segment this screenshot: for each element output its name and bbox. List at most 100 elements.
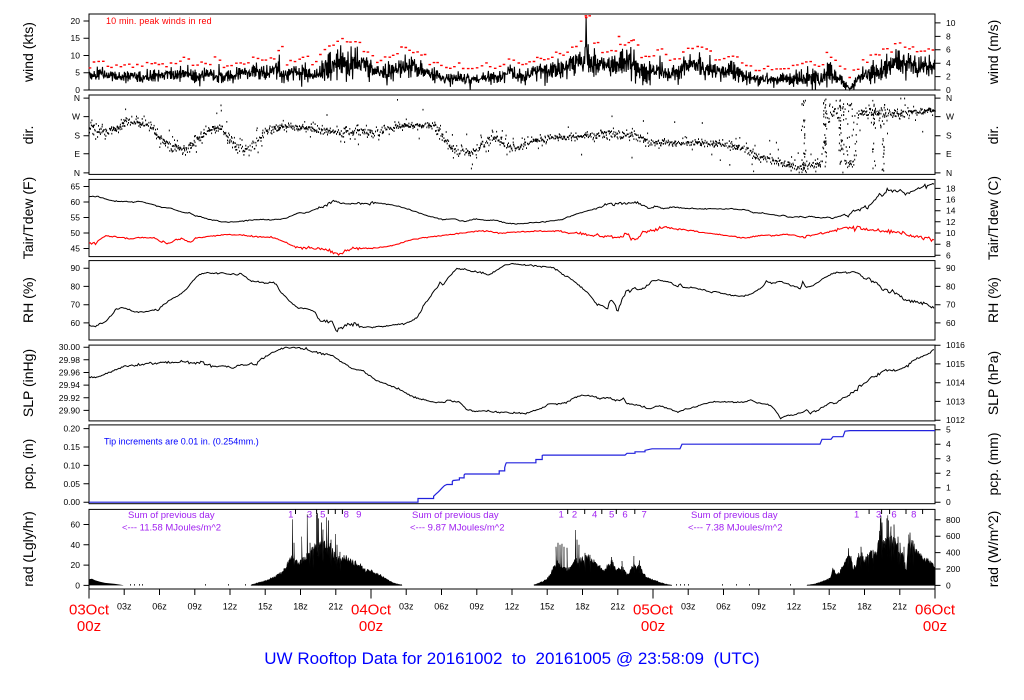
svg-text:SLP (inHg): SLP (inHg) xyxy=(20,349,36,417)
svg-text:80: 80 xyxy=(71,281,81,291)
svg-text:45: 45 xyxy=(71,244,81,254)
svg-text:Sum of previous day: Sum of previous day xyxy=(691,510,778,521)
svg-text:03z: 03z xyxy=(681,602,696,612)
svg-text:0: 0 xyxy=(946,497,951,507)
svg-text:90: 90 xyxy=(946,263,956,273)
svg-text:3: 3 xyxy=(876,510,881,521)
svg-text:21z: 21z xyxy=(611,602,626,612)
svg-text:0.15: 0.15 xyxy=(63,442,80,452)
svg-text:6: 6 xyxy=(622,510,627,521)
svg-text:rad (W/m^2): rad (W/m^2) xyxy=(985,511,1001,588)
svg-text:29.92: 29.92 xyxy=(59,393,81,403)
svg-text:9: 9 xyxy=(356,510,361,521)
svg-text:8: 8 xyxy=(344,510,349,521)
svg-text:00z: 00z xyxy=(641,618,665,635)
svg-text:00z: 00z xyxy=(923,618,947,635)
svg-text:09z: 09z xyxy=(470,602,485,612)
svg-text:7: 7 xyxy=(641,510,646,521)
svg-text:6: 6 xyxy=(946,250,951,260)
svg-text:2: 2 xyxy=(946,72,951,82)
svg-text:pcp. (mm): pcp. (mm) xyxy=(985,433,1001,496)
svg-text:Sum of previous day: Sum of previous day xyxy=(128,510,215,521)
svg-text:dir.: dir. xyxy=(985,126,1001,145)
svg-text:12z: 12z xyxy=(787,602,802,612)
svg-text:10: 10 xyxy=(946,18,956,28)
svg-text:N: N xyxy=(74,168,80,178)
svg-text:S: S xyxy=(946,131,952,141)
svg-text:15: 15 xyxy=(71,33,81,43)
svg-text:5: 5 xyxy=(320,510,325,521)
svg-text:N: N xyxy=(74,93,80,103)
svg-text:3: 3 xyxy=(307,510,312,521)
svg-text:0.20: 0.20 xyxy=(63,424,80,434)
svg-text:80: 80 xyxy=(946,281,956,291)
svg-text:1016: 1016 xyxy=(946,340,965,350)
svg-text:00z: 00z xyxy=(77,618,101,635)
svg-text:12z: 12z xyxy=(505,602,520,612)
svg-text:N: N xyxy=(946,93,952,103)
svg-text:29.96: 29.96 xyxy=(59,368,81,378)
svg-text:03Oct: 03Oct xyxy=(69,602,110,619)
svg-text:1: 1 xyxy=(946,483,951,493)
svg-text:16: 16 xyxy=(946,195,956,205)
svg-text:55: 55 xyxy=(71,213,81,223)
svg-text:70: 70 xyxy=(71,300,81,310)
svg-text:4: 4 xyxy=(946,58,951,68)
svg-text:29.94: 29.94 xyxy=(59,380,81,390)
svg-text:1014: 1014 xyxy=(946,378,965,388)
svg-text:W: W xyxy=(72,112,80,122)
svg-text:3: 3 xyxy=(946,454,951,464)
svg-text:8: 8 xyxy=(946,239,951,249)
svg-text:RH (%): RH (%) xyxy=(20,277,36,323)
svg-text:E: E xyxy=(946,149,952,159)
svg-text:10: 10 xyxy=(946,228,956,238)
svg-text:60: 60 xyxy=(71,197,81,207)
svg-text:21z: 21z xyxy=(893,602,908,612)
svg-text:10: 10 xyxy=(71,51,81,61)
svg-text:18z: 18z xyxy=(857,602,872,612)
svg-text:00z: 00z xyxy=(359,618,383,635)
svg-text:06z: 06z xyxy=(716,602,731,612)
svg-text:<--- 9.87 MJoules/m^2: <--- 9.87 MJoules/m^2 xyxy=(410,523,504,534)
svg-text:50: 50 xyxy=(71,228,81,238)
svg-text:8: 8 xyxy=(946,31,951,41)
svg-text:<--- 7.38 MJoules/m^2: <--- 7.38 MJoules/m^2 xyxy=(688,523,782,534)
svg-text:4: 4 xyxy=(592,510,597,521)
svg-text:21z: 21z xyxy=(329,602,344,612)
svg-text:29.90: 29.90 xyxy=(59,405,81,415)
svg-text:W: W xyxy=(946,112,954,122)
svg-text:600: 600 xyxy=(946,531,960,541)
svg-text:70: 70 xyxy=(946,300,956,310)
svg-text:29.98: 29.98 xyxy=(59,355,81,365)
svg-text:60: 60 xyxy=(71,318,81,328)
svg-text:Sum of previous day: Sum of previous day xyxy=(412,510,499,521)
svg-text:UW Rooftop Data for 20161002: UW Rooftop Data for 20161002 to 20161005… xyxy=(264,649,759,668)
svg-text:<--- 11.58 MJoules/m^2: <--- 11.58 MJoules/m^2 xyxy=(122,523,221,534)
svg-text:5: 5 xyxy=(609,510,614,521)
svg-text:wind (m/s): wind (m/s) xyxy=(985,20,1001,86)
svg-text:800: 800 xyxy=(946,515,960,525)
svg-text:1015: 1015 xyxy=(946,359,965,369)
svg-text:05Oct: 05Oct xyxy=(633,602,674,619)
svg-text:65: 65 xyxy=(71,182,81,192)
svg-text:15z: 15z xyxy=(540,602,555,612)
svg-text:90: 90 xyxy=(71,263,81,273)
svg-text:Tip increments are 0.01 in. (0: Tip increments are 0.01 in. (0.254mm.) xyxy=(104,437,259,447)
svg-text:N: N xyxy=(946,168,952,178)
svg-text:1: 1 xyxy=(854,510,859,521)
svg-text:0: 0 xyxy=(946,85,951,95)
svg-text:1: 1 xyxy=(559,510,564,521)
svg-text:1: 1 xyxy=(288,510,293,521)
svg-text:6: 6 xyxy=(946,45,951,55)
svg-text:09z: 09z xyxy=(752,602,767,612)
svg-text:5: 5 xyxy=(946,425,951,435)
svg-text:03z: 03z xyxy=(117,602,132,612)
svg-text:wind (kts): wind (kts) xyxy=(20,22,36,83)
svg-text:06z: 06z xyxy=(434,602,449,612)
svg-text:200: 200 xyxy=(946,564,960,574)
svg-text:30.00: 30.00 xyxy=(59,342,81,352)
svg-text:4: 4 xyxy=(946,439,951,449)
svg-text:20: 20 xyxy=(71,16,81,26)
svg-text:14: 14 xyxy=(946,206,956,216)
svg-text:10 min. peak winds in red: 10 min. peak winds in red xyxy=(106,16,212,26)
